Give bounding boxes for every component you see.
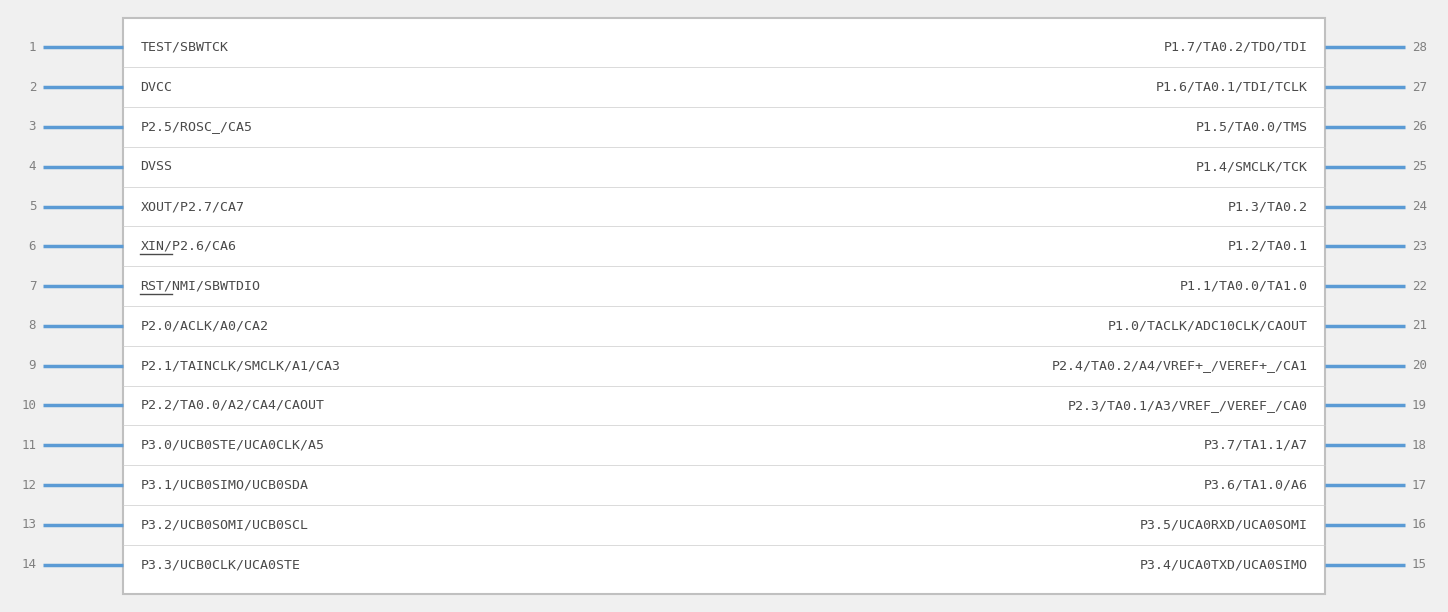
- Text: 6: 6: [29, 240, 36, 253]
- Text: 13: 13: [22, 518, 36, 531]
- Text: P2.5/ROSC_/CA5: P2.5/ROSC_/CA5: [140, 121, 252, 133]
- Text: 4: 4: [29, 160, 36, 173]
- Text: P3.6/TA1.0/A6: P3.6/TA1.0/A6: [1203, 479, 1308, 491]
- Text: P2.0/ACLK/A0/CA2: P2.0/ACLK/A0/CA2: [140, 319, 268, 332]
- Text: P2.1/TAINCLK/SMCLK/A1/CA3: P2.1/TAINCLK/SMCLK/A1/CA3: [140, 359, 340, 372]
- Text: XOUT/P2.7/CA7: XOUT/P2.7/CA7: [140, 200, 245, 213]
- Text: DVSS: DVSS: [140, 160, 172, 173]
- Text: 21: 21: [1412, 319, 1426, 332]
- Text: 11: 11: [22, 439, 36, 452]
- Text: 2: 2: [29, 81, 36, 94]
- Text: P1.5/TA0.0/TMS: P1.5/TA0.0/TMS: [1196, 121, 1308, 133]
- Text: 18: 18: [1412, 439, 1426, 452]
- Text: XIN/P2.6/CA6: XIN/P2.6/CA6: [140, 240, 236, 253]
- Text: 9: 9: [29, 359, 36, 372]
- Text: 15: 15: [1412, 558, 1426, 571]
- Text: P2.2/TA0.0/A2/CA4/CAOUT: P2.2/TA0.0/A2/CA4/CAOUT: [140, 399, 324, 412]
- Text: DVCC: DVCC: [140, 81, 172, 94]
- Text: 28: 28: [1412, 41, 1426, 54]
- Text: 25: 25: [1412, 160, 1426, 173]
- Text: 19: 19: [1412, 399, 1426, 412]
- Text: P1.6/TA0.1/TDI/TCLK: P1.6/TA0.1/TDI/TCLK: [1156, 81, 1308, 94]
- Text: 5: 5: [29, 200, 36, 213]
- Text: P2.3/TA0.1/A3/VREF_/VEREF_/CA0: P2.3/TA0.1/A3/VREF_/VEREF_/CA0: [1067, 399, 1308, 412]
- Text: P3.1/UCB0SIMO/UCB0SDA: P3.1/UCB0SIMO/UCB0SDA: [140, 479, 308, 491]
- Text: P1.4/SMCLK/TCK: P1.4/SMCLK/TCK: [1196, 160, 1308, 173]
- Text: 14: 14: [22, 558, 36, 571]
- Text: 27: 27: [1412, 81, 1426, 94]
- Text: 20: 20: [1412, 359, 1426, 372]
- FancyBboxPatch shape: [123, 18, 1325, 594]
- Text: P1.3/TA0.2: P1.3/TA0.2: [1228, 200, 1308, 213]
- Text: P2.4/TA0.2/A4/VREF+_/VEREF+_/CA1: P2.4/TA0.2/A4/VREF+_/VEREF+_/CA1: [1051, 359, 1308, 372]
- Text: 8: 8: [29, 319, 36, 332]
- Text: 17: 17: [1412, 479, 1426, 491]
- Text: 1: 1: [29, 41, 36, 54]
- Text: P3.3/UCB0CLK/UCA0STE: P3.3/UCB0CLK/UCA0STE: [140, 558, 300, 571]
- Text: P1.2/TA0.1: P1.2/TA0.1: [1228, 240, 1308, 253]
- Text: P3.2/UCB0SOMI/UCB0SCL: P3.2/UCB0SOMI/UCB0SCL: [140, 518, 308, 531]
- Text: P3.7/TA1.1/A7: P3.7/TA1.1/A7: [1203, 439, 1308, 452]
- Text: P3.0/UCB0STE/UCA0CLK/A5: P3.0/UCB0STE/UCA0CLK/A5: [140, 439, 324, 452]
- Text: P1.0/TACLK/ADC10CLK/CAOUT: P1.0/TACLK/ADC10CLK/CAOUT: [1108, 319, 1308, 332]
- Text: P1.7/TA0.2/TDO/TDI: P1.7/TA0.2/TDO/TDI: [1164, 41, 1308, 54]
- Text: TEST/SBWTCK: TEST/SBWTCK: [140, 41, 229, 54]
- Text: 3: 3: [29, 121, 36, 133]
- Text: P3.4/UCA0TXD/UCA0SIMO: P3.4/UCA0TXD/UCA0SIMO: [1140, 558, 1308, 571]
- Text: 10: 10: [22, 399, 36, 412]
- Text: 26: 26: [1412, 121, 1426, 133]
- Text: RST/NMI/SBWTDIO: RST/NMI/SBWTDIO: [140, 280, 261, 293]
- Text: 22: 22: [1412, 280, 1426, 293]
- Text: 7: 7: [29, 280, 36, 293]
- Text: 24: 24: [1412, 200, 1426, 213]
- Text: P3.5/UCA0RXD/UCA0SOMI: P3.5/UCA0RXD/UCA0SOMI: [1140, 518, 1308, 531]
- Text: P1.1/TA0.0/TA1.0: P1.1/TA0.0/TA1.0: [1180, 280, 1308, 293]
- Text: 12: 12: [22, 479, 36, 491]
- Text: 16: 16: [1412, 518, 1426, 531]
- Text: 23: 23: [1412, 240, 1426, 253]
